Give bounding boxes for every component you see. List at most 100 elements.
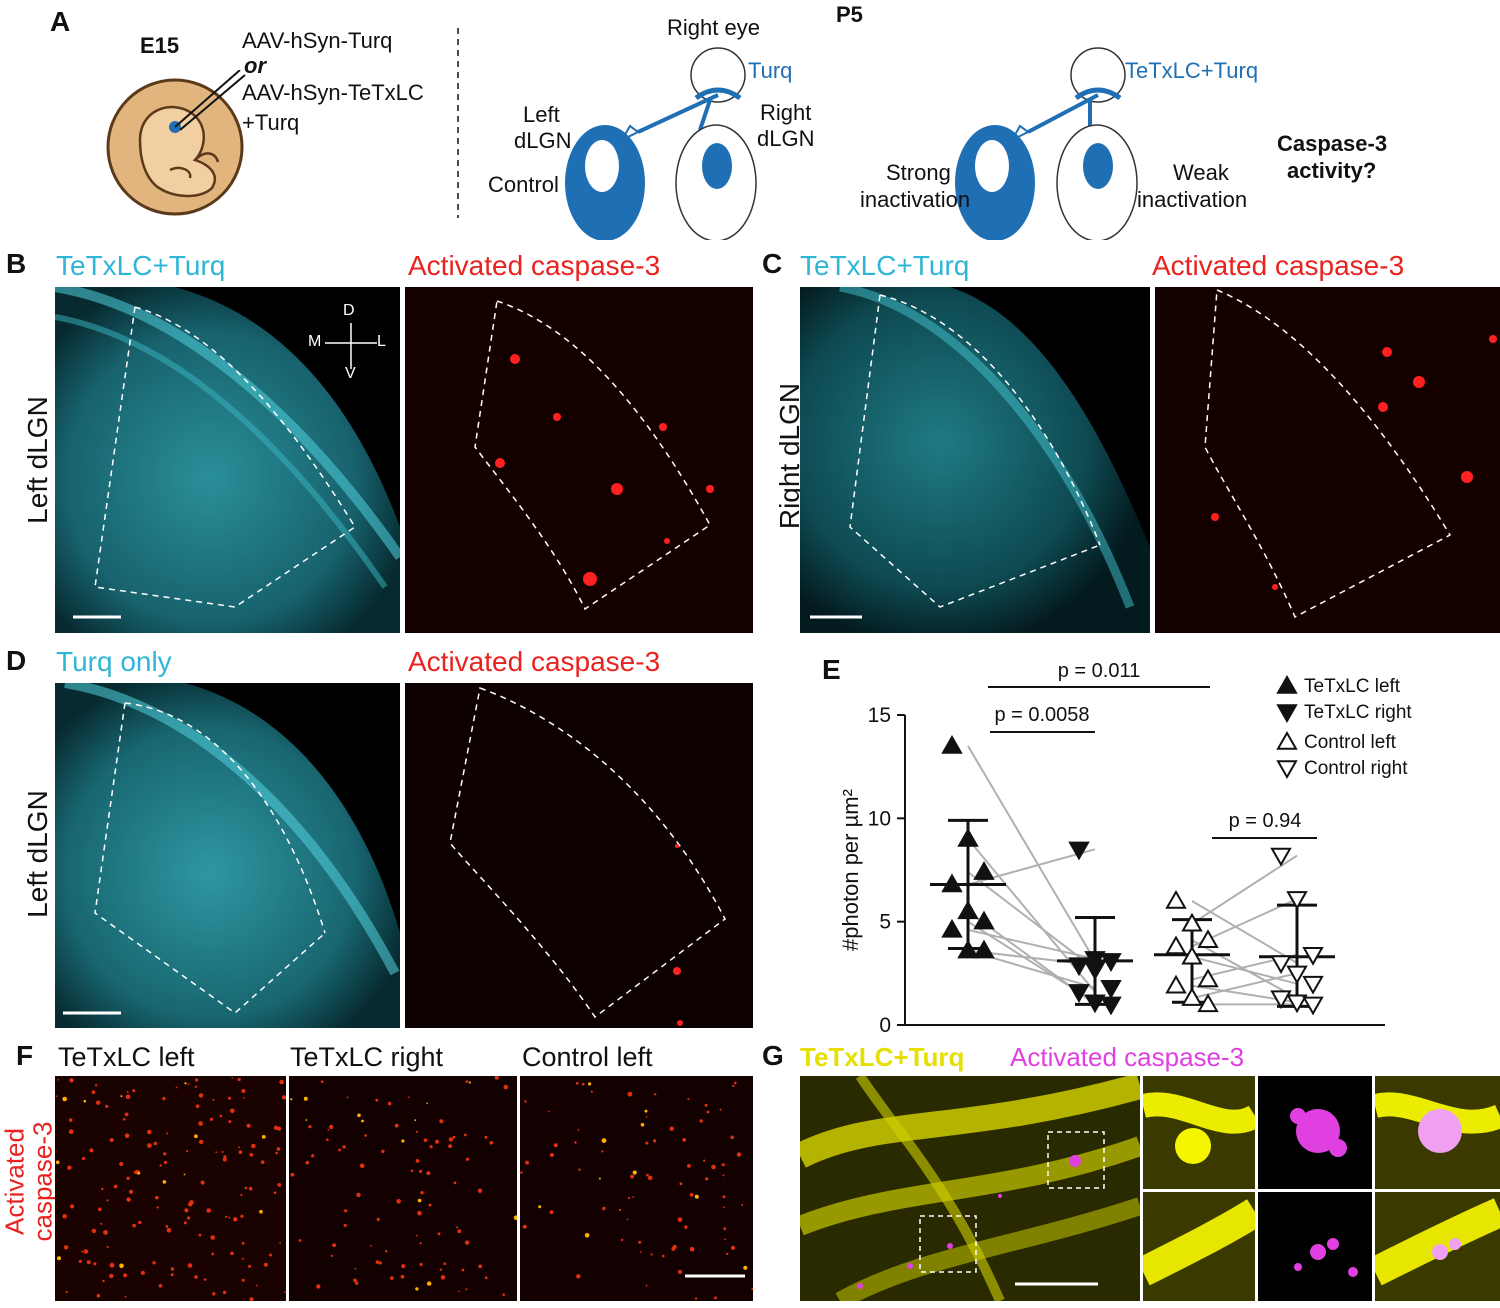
punctum	[284, 1291, 286, 1294]
data-point	[973, 939, 995, 959]
punctum	[396, 1199, 401, 1204]
right-dlgn-label-1: Right	[760, 100, 812, 125]
punctum	[230, 1108, 235, 1114]
punctum	[456, 1226, 459, 1229]
punctum	[230, 1251, 234, 1256]
panel-f-title-2: TeTxLC right	[290, 1042, 444, 1072]
panel-d-letter: D	[6, 645, 27, 676]
data-point	[1270, 955, 1292, 975]
punctum	[222, 1290, 227, 1295]
panel-c-turq-image	[800, 287, 1150, 633]
punctum	[452, 1135, 456, 1139]
punctum	[626, 1218, 629, 1221]
panel-b-title-right: Activated caspase-3	[408, 250, 661, 281]
punctum	[290, 1172, 295, 1177]
punctum	[578, 1168, 581, 1171]
punctum	[401, 1139, 405, 1143]
punctum	[277, 1126, 282, 1131]
punctum	[89, 1148, 94, 1153]
punctum	[316, 1284, 321, 1289]
embryo-illustration	[106, 70, 246, 216]
punctum	[163, 1152, 167, 1156]
punctum	[62, 1096, 67, 1102]
punctum	[199, 1139, 204, 1145]
punctum	[538, 1205, 542, 1209]
legend-label: TeTxLC left	[1304, 676, 1401, 697]
punctum	[259, 1209, 263, 1214]
punctum	[627, 1196, 630, 1200]
punctum	[233, 1217, 238, 1222]
panel-d-turq-image	[55, 683, 400, 1028]
panel-b-letter: B	[6, 248, 27, 279]
punctum	[221, 1150, 224, 1153]
punctum	[329, 1124, 334, 1130]
punctum	[513, 1215, 517, 1220]
punctum	[353, 1278, 357, 1283]
punctum	[83, 1099, 87, 1103]
virus-turq-plus: +Turq	[242, 110, 300, 135]
punctum	[417, 1210, 422, 1216]
left-dlgn-label-2: dLGN	[514, 128, 572, 153]
panel-f-side-label-2: caspase-3	[27, 1121, 58, 1242]
punctum	[574, 1141, 577, 1144]
punctum	[468, 1081, 471, 1084]
punctum	[464, 1240, 470, 1245]
punctum	[68, 1118, 73, 1122]
punctum	[461, 1268, 465, 1272]
punctum	[298, 1239, 302, 1242]
punctum	[211, 1252, 215, 1256]
panel-e-chart: 0 5 10 15 #photon per µm² p = 0.011 p = 0.0058…	[838, 660, 1412, 1037]
pair-line	[967, 928, 1096, 960]
punctum	[654, 1093, 657, 1096]
punctum	[478, 1264, 483, 1269]
punctum	[343, 1223, 347, 1227]
punctum	[251, 1143, 256, 1149]
punctum	[189, 1200, 194, 1205]
punctum	[376, 1217, 380, 1221]
data-point	[1165, 935, 1187, 955]
punctum	[311, 1154, 315, 1158]
punctum	[276, 1147, 281, 1151]
punctum	[387, 1101, 392, 1106]
punctum	[279, 1079, 284, 1085]
punctum	[243, 1097, 246, 1099]
control-schematic	[565, 47, 757, 240]
punctum	[123, 1273, 128, 1278]
punctum	[68, 1129, 74, 1135]
p-value-top: p = 0.011	[1058, 660, 1140, 682]
punctum	[417, 1198, 422, 1203]
punctum	[705, 1177, 709, 1181]
punctum	[645, 1284, 648, 1287]
punctum	[646, 1116, 648, 1118]
data-point	[1068, 841, 1090, 861]
punctum	[584, 1233, 590, 1238]
punctum	[241, 1257, 244, 1260]
punctum	[140, 1270, 145, 1275]
punctum	[305, 1119, 308, 1121]
punctum	[96, 1293, 101, 1298]
punctum	[163, 1160, 167, 1165]
punctum	[722, 1195, 726, 1199]
punctum	[228, 1096, 232, 1100]
punctum	[401, 1264, 406, 1269]
data-point	[957, 900, 979, 920]
panel-g-inset-1-yellow	[1143, 1076, 1255, 1189]
punctum	[429, 1145, 433, 1149]
data-point	[1181, 987, 1203, 1006]
punctum	[222, 1157, 227, 1162]
caspase-question-2: activity?	[1287, 158, 1377, 183]
punctum	[123, 1118, 126, 1121]
punctum	[730, 1135, 734, 1140]
punctum	[524, 1100, 527, 1103]
punctum	[694, 1297, 698, 1300]
punctum	[101, 1187, 104, 1191]
panel-a-divider	[457, 28, 459, 218]
punctum	[408, 1096, 410, 1098]
punctum	[385, 1250, 388, 1253]
punctum	[248, 1264, 252, 1268]
punctum	[212, 1292, 216, 1296]
punctum	[699, 1119, 703, 1123]
punctum	[186, 1150, 189, 1153]
punctum	[96, 1100, 101, 1105]
panel-b-side-label: Left dLGN	[22, 396, 53, 524]
